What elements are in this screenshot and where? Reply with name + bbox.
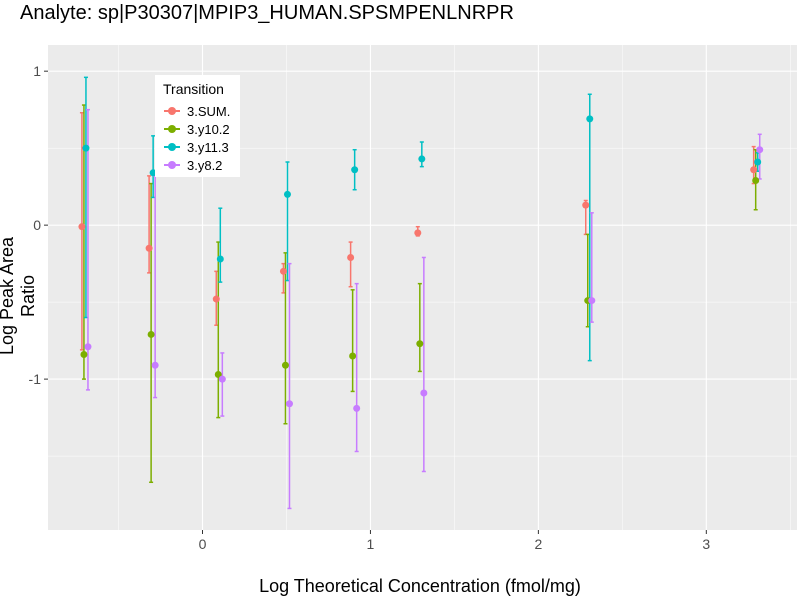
data-point [285, 400, 293, 408]
data-point [752, 176, 760, 184]
legend-title: Transition [163, 81, 224, 97]
data-point [218, 375, 226, 383]
data-point [149, 169, 157, 177]
data-point [212, 295, 220, 303]
x-axis-label: Log Theoretical Concentration (fmol/mg) [259, 576, 581, 596]
data-point [151, 361, 159, 369]
legend-label: 3.y11.3 [187, 139, 229, 155]
x-tick-label: 3 [702, 536, 710, 552]
data-point [147, 330, 155, 338]
y-tick-label: -1 [29, 371, 42, 387]
legend-item: 3.y11.3 [163, 138, 229, 156]
legend-item: 3.y8.2 [163, 156, 222, 174]
chart-title: Analyte: sp|P30307|MPIP3_HUMAN.SPSMPENLN… [20, 2, 514, 24]
legend-label: 3.y10.2 [187, 121, 230, 137]
data-point [145, 244, 153, 252]
data-point [416, 340, 424, 348]
y-tick-label: 0 [33, 217, 41, 233]
data-point [281, 361, 289, 369]
data-point [283, 190, 291, 198]
x-tick-label: 2 [534, 536, 542, 552]
legend-label: 3.y8.2 [187, 157, 223, 173]
data-point [349, 352, 357, 360]
data-point [414, 229, 422, 237]
data-point [582, 201, 590, 209]
data-point [353, 404, 361, 412]
data-point [586, 115, 594, 123]
data-point [78, 223, 86, 231]
data-point [420, 389, 428, 397]
legend-label: 3.SUM. [187, 103, 231, 119]
data-point [418, 155, 426, 163]
x-tick-label: 0 [199, 536, 207, 552]
legend-key-icon [163, 156, 181, 174]
legend-item: 3.SUM. [163, 102, 230, 120]
data-point [279, 267, 287, 275]
data-point [750, 166, 758, 174]
y-axis-label: Log Peak Area Ratio [0, 236, 38, 356]
x-tick-label: 1 [367, 536, 375, 552]
data-point [754, 158, 762, 166]
data-point [82, 144, 90, 152]
legend-item: 3.y10.2 [163, 120, 230, 138]
y-tick-label: 1 [33, 63, 41, 79]
data-point [351, 166, 359, 174]
data-point [756, 146, 764, 154]
legend-key-icon [163, 138, 181, 156]
data-point [588, 297, 596, 305]
data-point [84, 343, 92, 351]
data-point [216, 255, 224, 263]
legend-key-icon [163, 102, 181, 120]
data-point [214, 370, 222, 378]
data-point [347, 253, 355, 261]
data-point [80, 350, 88, 358]
legend-key-icon [163, 120, 181, 138]
legend: Transition 3.SUM. 3.y10.2 3.y11.3 3.y8.2 [155, 75, 240, 177]
